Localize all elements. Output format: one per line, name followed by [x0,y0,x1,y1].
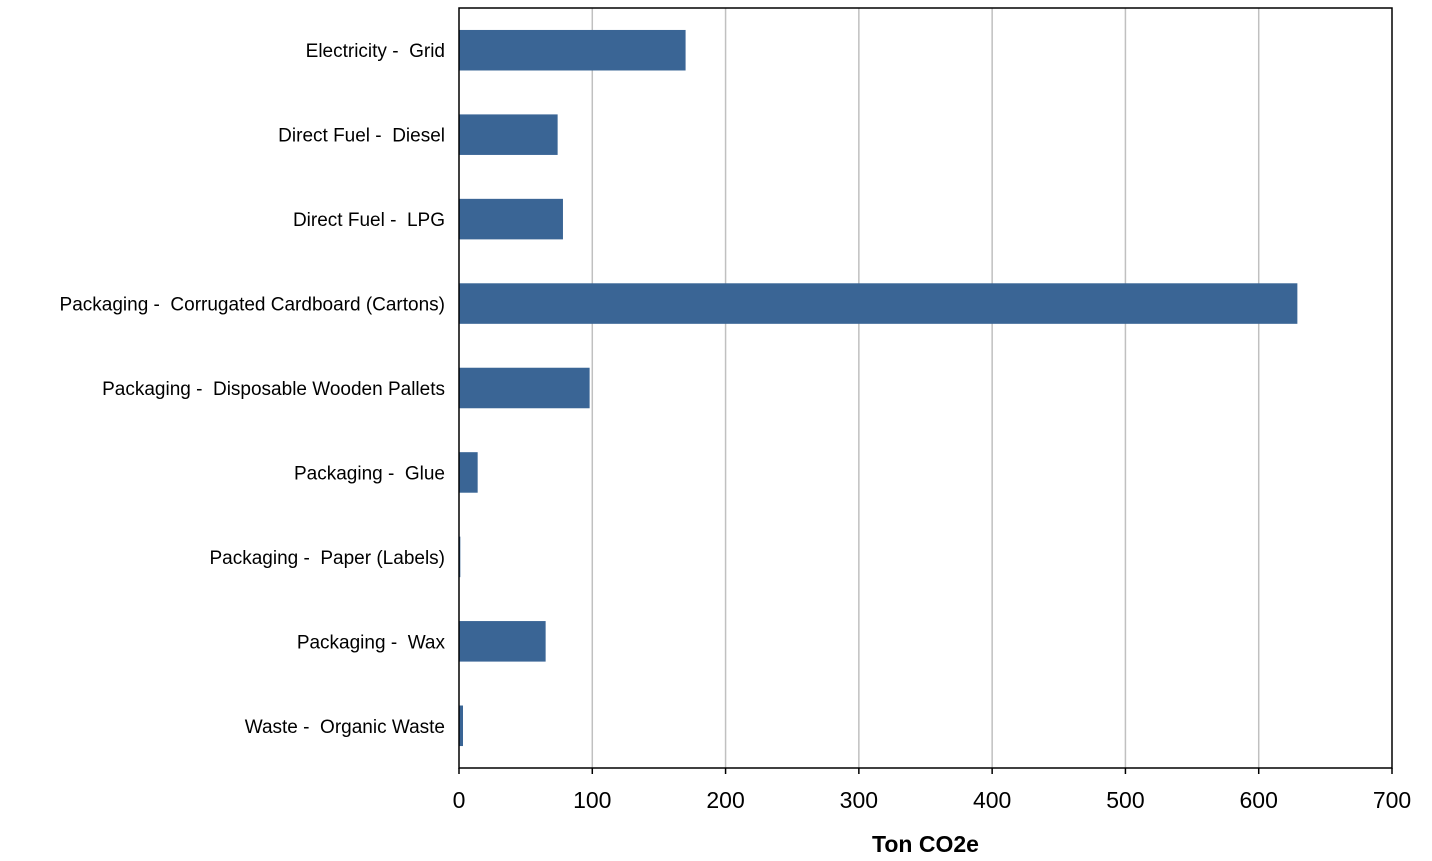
category-label: Direct Fuel - LPG [293,210,445,231]
category-labels: Electricity - Grid Direct Fuel - Diesel Di… [60,41,446,738]
x-tick-label: 700 [1373,787,1411,813]
bar [459,452,478,493]
x-tick-label: 400 [973,787,1011,813]
bars [459,29,1298,747]
plot-area-frame [458,7,1393,769]
x-tick-labels: 0 100 200 300 400 500 600 700 [453,787,1412,813]
x-axis-title: Ton CO2e [872,831,979,856]
x-tick-label: 0 [453,787,466,813]
category-label: Packaging - Disposable Wooden Pallets [102,379,445,400]
bar [459,367,590,409]
category-label: Packaging - Paper (Labels) [209,548,445,569]
category-label: Packaging - Wax [297,632,446,653]
bar [459,198,563,240]
category-label: Electricity - Grid [306,41,445,62]
category-label: Waste - Organic Waste [245,717,445,738]
bar [459,283,1298,324]
category-label: Packaging - Glue [294,463,445,484]
category-label: Direct Fuel - Diesel [278,126,445,147]
axes [458,7,1393,774]
bar [459,621,546,662]
x-tick-label: 300 [840,787,878,813]
bar [459,29,686,71]
bar [459,114,558,155]
x-tick-label: 200 [706,787,744,813]
category-label: Packaging - Corrugated Cardboard (Carton… [60,295,445,316]
bar [459,705,463,747]
x-tick-label: 100 [573,787,611,813]
x-tick-label: 600 [1240,787,1278,813]
gridlines [591,8,1260,768]
x-tick-label: 500 [1106,787,1144,813]
